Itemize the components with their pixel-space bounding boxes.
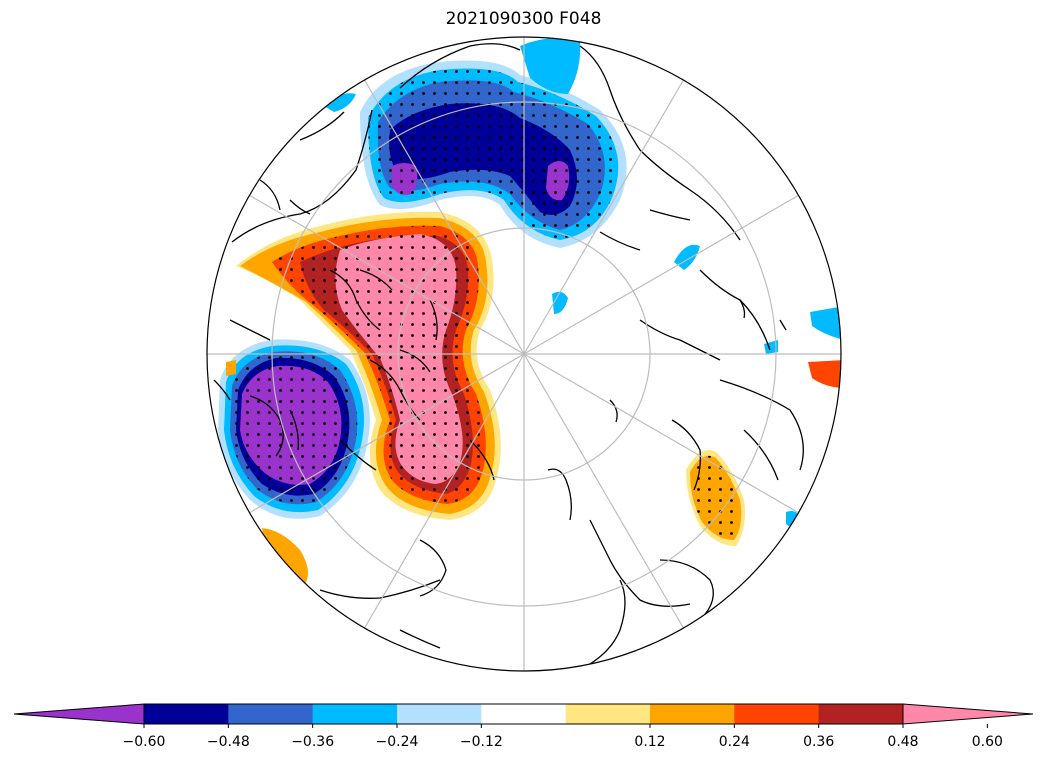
colorbar-bin bbox=[312, 704, 398, 724]
colorbar-tick-label: 0.36 bbox=[803, 734, 835, 750]
polar-map bbox=[206, 36, 842, 672]
coastlines bbox=[213, 43, 804, 665]
colorbar-bin bbox=[397, 704, 482, 724]
colorbar-bin bbox=[228, 704, 314, 724]
colorbar-extend-low bbox=[13, 703, 145, 725]
positive-anomaly-east bbox=[686, 450, 745, 546]
colorbar bbox=[13, 703, 1034, 728]
colorbar-tick-label: 0.60 bbox=[971, 734, 1003, 750]
colorbar-tick-label: −0.24 bbox=[375, 734, 419, 750]
colorbar-tick-label: −0.12 bbox=[459, 734, 503, 750]
colorbar-tick-label: −0.60 bbox=[122, 734, 166, 750]
colorbar-tick-label: −0.36 bbox=[291, 734, 335, 750]
colorbar-tick-label: 0.12 bbox=[634, 734, 666, 750]
colorbar-extend-high bbox=[902, 703, 1034, 725]
colorbar-tick-label: 0.48 bbox=[887, 734, 919, 750]
colorbar-bin bbox=[818, 704, 904, 724]
map-boundary bbox=[206, 36, 842, 672]
colorbar-bin bbox=[565, 704, 651, 724]
colorbar-bin bbox=[650, 704, 735, 724]
colorbar-tick-label: 0.24 bbox=[718, 734, 750, 750]
negative-anomaly-north bbox=[360, 60, 627, 249]
colorbar-bin bbox=[734, 704, 820, 724]
graticule bbox=[207, 37, 841, 671]
colorbar-outline bbox=[143, 703, 904, 725]
colorbar-tick-label: −0.48 bbox=[206, 734, 250, 750]
negative-anomaly-west bbox=[218, 339, 370, 519]
figure-title: 2021090300 F048 bbox=[445, 9, 602, 29]
colorbar-bin bbox=[481, 704, 567, 724]
colorbar-bin bbox=[144, 704, 229, 724]
